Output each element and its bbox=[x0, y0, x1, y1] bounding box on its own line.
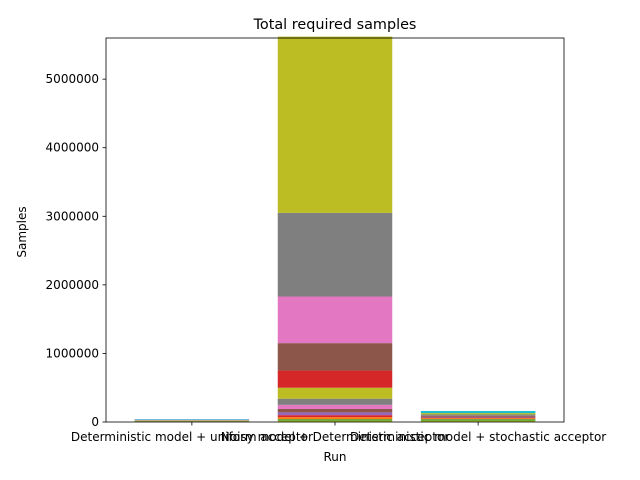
bar-segment-1-11 bbox=[277, 296, 393, 344]
bar-segment-2-5 bbox=[420, 415, 536, 417]
bar-segment-1-5 bbox=[277, 408, 393, 413]
bar-segment-2-1 bbox=[420, 419, 536, 421]
y-tick-label: 0 bbox=[91, 415, 99, 429]
x-tick-label: Noisy model + Deterministic acceptor bbox=[221, 430, 450, 444]
bar-segment-1-2 bbox=[277, 417, 393, 420]
bar-segment-2-3 bbox=[420, 417, 536, 419]
chart-title: Total required samples bbox=[253, 17, 417, 33]
bars-group bbox=[134, 36, 536, 422]
bar-segment-1-6 bbox=[277, 404, 393, 409]
bar-segment-1-1 bbox=[277, 419, 393, 421]
bar-segment-2-7 bbox=[420, 413, 536, 415]
bar-segment-2-8 bbox=[420, 411, 536, 414]
y-axis-label: Samples bbox=[15, 206, 29, 257]
y-tick-label: 3000000 bbox=[46, 209, 99, 223]
bar-segment-1-10 bbox=[277, 343, 393, 371]
x-tick-label: Deterministic model + stochastic accepto… bbox=[350, 430, 606, 444]
bar-segment-1-13 bbox=[277, 36, 393, 213]
axes-group: 0 1000000 2000000 3000000 4000000 5000000 Dete… bbox=[46, 37, 606, 444]
bar-segment-1-3 bbox=[277, 415, 393, 418]
y-tick-label: 4000000 bbox=[46, 141, 99, 155]
bar-segment-1-9 bbox=[277, 370, 393, 388]
x-axis-label: Run bbox=[323, 450, 346, 464]
y-tick-label: 5000000 bbox=[46, 72, 99, 86]
bar-segment-1-7 bbox=[277, 398, 393, 405]
bar-segment-1-12 bbox=[277, 212, 393, 297]
bar-segment-1-8 bbox=[277, 387, 393, 399]
bar-segment-2-0 bbox=[420, 420, 536, 422]
bar-segment-2-6 bbox=[420, 414, 536, 416]
y-tick-label: 2000000 bbox=[46, 278, 99, 292]
bar-segment-1-0 bbox=[277, 420, 393, 422]
bar-segment-2-2 bbox=[420, 418, 536, 420]
bar-segment-2-4 bbox=[420, 416, 536, 418]
x-tick-label: Deterministic model + uniform acceptor bbox=[71, 430, 313, 444]
bar-segment-1-4 bbox=[277, 412, 393, 416]
y-tick-label: 1000000 bbox=[46, 346, 99, 360]
